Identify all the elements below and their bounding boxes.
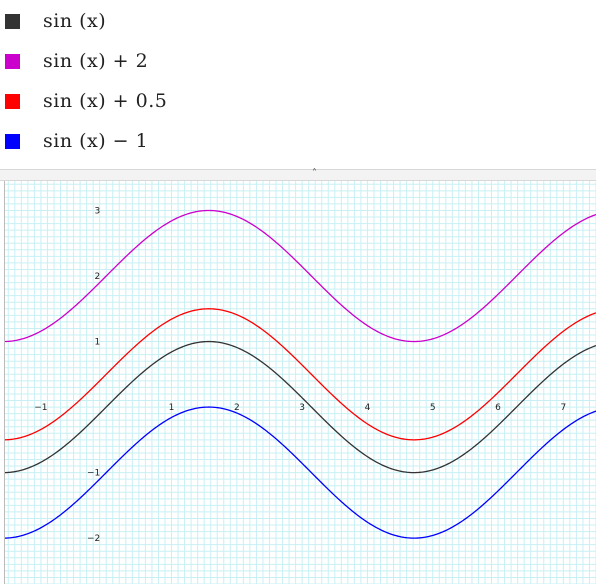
y-tick-label: 3	[94, 206, 100, 216]
legend-item[interactable]: sin (x) − 1	[0, 122, 596, 162]
legend-label: sin (x) + 2	[43, 50, 149, 72]
y-tick-label: −1	[87, 469, 100, 479]
x-tick-label: 6	[495, 403, 501, 413]
panel-divider[interactable]: ˄	[0, 168, 596, 181]
x-tick-label: 4	[365, 403, 371, 413]
legend-swatch[interactable]	[5, 54, 20, 69]
legend-swatch[interactable]	[5, 94, 20, 109]
legend-label: sin (x) − 1	[43, 130, 149, 152]
x-tick-label: 5	[430, 403, 436, 413]
x-tick-label: 2	[234, 403, 240, 413]
chevron-up-icon[interactable]: ˄	[312, 168, 317, 179]
legend-item[interactable]: sin (x) + 0.5	[0, 82, 596, 122]
legend-label: sin (x) + 0.5	[43, 90, 168, 112]
legend-item[interactable]: sin (x) + 2	[0, 42, 596, 82]
x-tick-label: −1	[34, 403, 47, 413]
series-line[interactable]	[5, 209, 596, 343]
legend-item[interactable]: sin (x)	[0, 2, 596, 42]
x-tick-label: 1	[169, 403, 175, 413]
graph-canvas[interactable]: −1 1 2 3 4 5 6 7 3 2 1 −1 −2	[5, 181, 596, 584]
series-line[interactable]	[5, 406, 596, 539]
legend-panel: sin (x) sin (x) + 2 sin (x) + 0.5 sin (x…	[0, 0, 596, 168]
series-line[interactable]	[5, 308, 596, 441]
x-tick-label: 7	[560, 403, 566, 413]
x-tick-label: 3	[299, 403, 305, 413]
legend-swatch[interactable]	[5, 14, 20, 29]
series-line[interactable]	[5, 340, 596, 474]
legend-swatch[interactable]	[5, 134, 20, 149]
y-tick-label: 2	[94, 272, 100, 282]
y-tick-label: 1	[94, 338, 100, 348]
legend-label: sin (x)	[43, 10, 107, 32]
y-tick-label: −2	[87, 534, 100, 544]
plot-left-border	[4, 181, 5, 584]
